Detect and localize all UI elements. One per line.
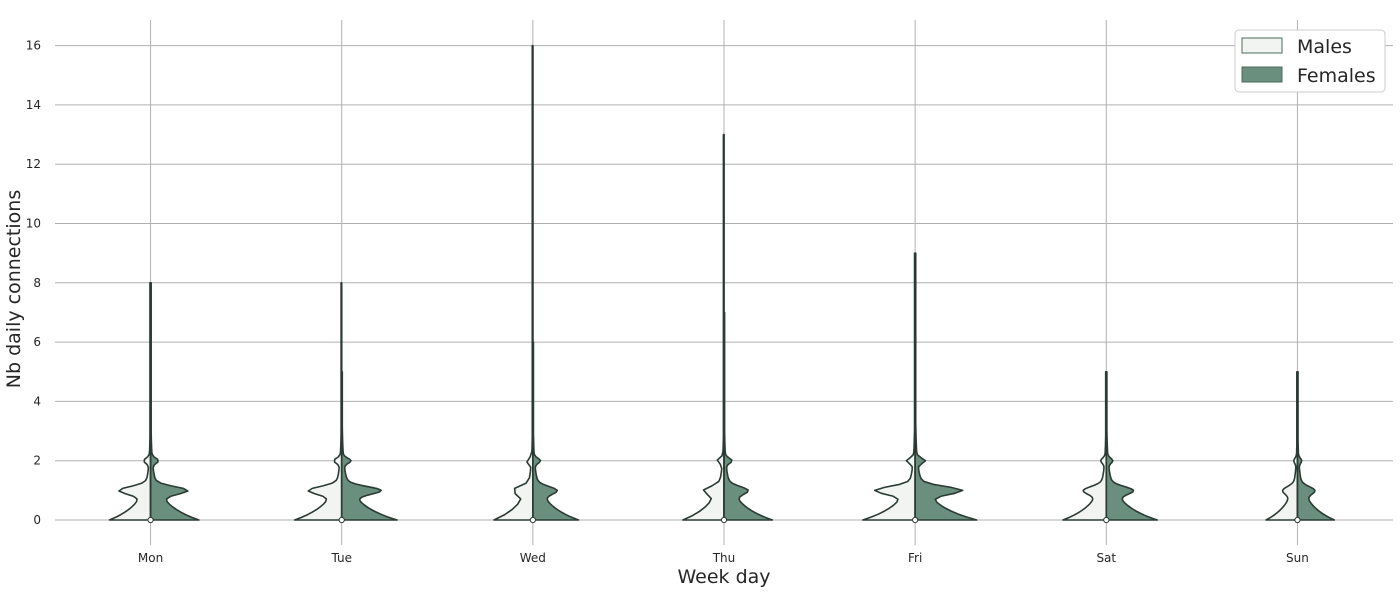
violin-half-males	[862, 252, 916, 521]
y-tick-label: 0	[33, 513, 41, 527]
legend-swatch-males	[1241, 37, 1283, 54]
violin-half-females	[723, 311, 774, 521]
violin-half-females	[340, 370, 398, 521]
median-marker	[912, 516, 919, 524]
x-tick-label: Mon	[138, 551, 163, 565]
y-tick-label: 2	[33, 454, 41, 468]
y-ticks: 0 2 4 6 8 10 12 14 16	[26, 39, 41, 527]
legend-label-males: Males	[1297, 36, 1352, 58]
violin-half-males	[1062, 370, 1108, 521]
violin-half-males	[682, 133, 725, 521]
y-tick-label: 6	[33, 335, 41, 349]
x-ticks: Mon Tue Wed Thu Fri Sat Sun	[138, 551, 1309, 565]
y-tick-label: 14	[26, 98, 41, 112]
median-marker	[529, 516, 536, 524]
x-tick-label: Wed	[520, 551, 546, 565]
violin-half-females	[1105, 370, 1159, 521]
median-marker	[1103, 516, 1110, 524]
y-axis-label: Nb daily connections	[3, 190, 25, 388]
x-tick-label: Tue	[330, 551, 352, 565]
y-tick-label: 10	[26, 217, 41, 231]
legend-swatch-females	[1241, 66, 1283, 83]
x-axis-label: Week day	[677, 566, 770, 588]
x-tick-label: Sat	[1096, 551, 1116, 565]
median-marker	[720, 516, 728, 524]
x-tick-label: Thu	[712, 551, 736, 565]
y-tick-label: 8	[33, 276, 41, 290]
median-marker	[147, 516, 154, 524]
x-tick-label: Sun	[1286, 551, 1309, 565]
legend: Males Females	[1234, 29, 1386, 93]
violin-half-females	[1296, 370, 1336, 521]
y-tick-label: 16	[26, 39, 41, 53]
violin-half-females	[914, 252, 978, 521]
median-marker	[1294, 516, 1301, 524]
violins	[108, 44, 1336, 524]
legend-label-females: Females	[1297, 65, 1376, 87]
x-tick-label: Fri	[908, 551, 922, 565]
y-tick-label: 12	[26, 157, 41, 171]
violin-half-females	[532, 341, 580, 521]
y-tick-label: 4	[33, 394, 41, 408]
violin-half-males	[1265, 370, 1299, 521]
median-marker	[338, 516, 345, 524]
